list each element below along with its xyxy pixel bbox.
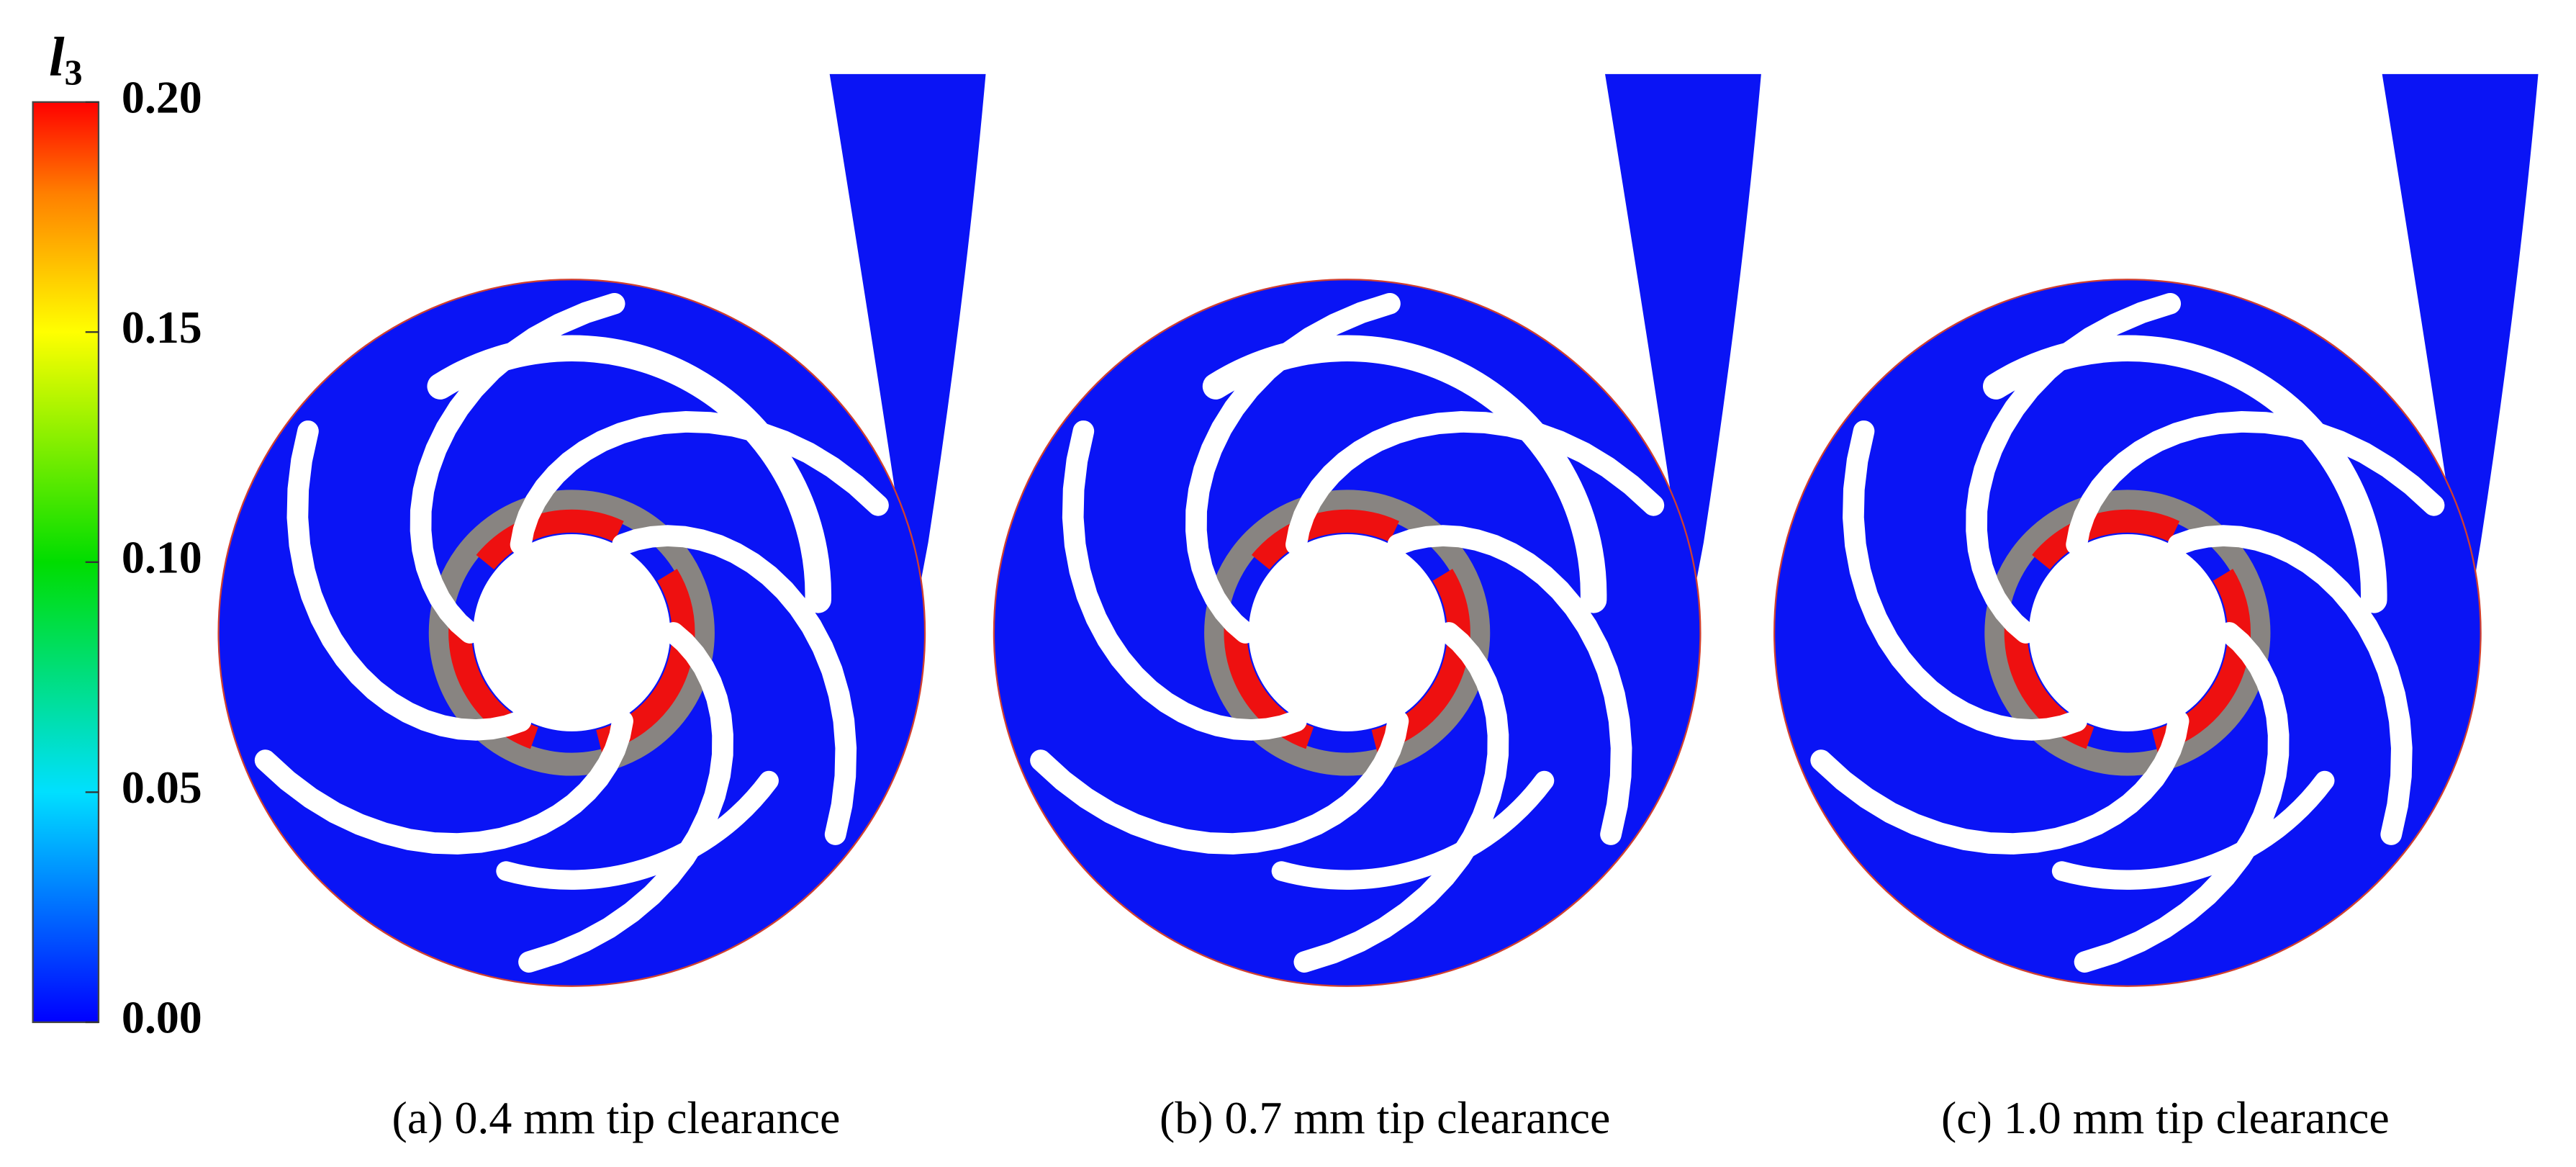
tick-label: 0.15: [122, 302, 202, 353]
tick-label: 0.20: [122, 71, 202, 122]
impeller-blade: [1285, 411, 1665, 556]
volute-panel: [217, 73, 986, 987]
impeller-blade: [286, 420, 532, 741]
impeller-blade: [2074, 622, 2290, 973]
tick-label: 0.05: [122, 762, 202, 813]
impeller-blade: [1387, 525, 1632, 845]
panel-caption: (b) 0.7 mm tip clearance: [1160, 1092, 1610, 1143]
panel-caption: (a) 0.4 mm tip clearance: [392, 1092, 841, 1143]
impeller-blade: [410, 292, 625, 644]
hub-glow: [428, 490, 715, 776]
impeller-blade: [1810, 710, 2189, 855]
outlet-pipe: [1605, 73, 1761, 690]
colorbar-title-subscript: 3: [65, 52, 83, 92]
outlet-pipe: [2382, 73, 2539, 690]
impeller-blade: [612, 525, 857, 845]
volute-panel: [1773, 73, 2539, 987]
tick-label: 0.10: [122, 531, 202, 582]
volute-gap: [496, 770, 779, 890]
impeller-blade: [254, 710, 633, 855]
impeller-blade: [1293, 622, 1509, 973]
impeller-blade: [1062, 420, 1307, 741]
impeller-blade: [1843, 420, 2087, 741]
volute-gap: [2051, 770, 2335, 890]
volute-gap: [1271, 770, 1555, 890]
panel-caption: (c) 1.0 mm tip clearance: [1941, 1092, 2390, 1143]
colorbar-title: l3: [49, 26, 83, 92]
impeller-blade: [1030, 710, 1409, 855]
impeller-blade: [1966, 292, 2182, 644]
hub-glow: [1984, 490, 2271, 776]
impeller-blade: [1185, 292, 1401, 644]
volute-panel: [993, 73, 1761, 987]
outlet-pipe: [829, 73, 986, 690]
tick-label: 0.00: [122, 992, 202, 1043]
impeller-blade: [518, 622, 733, 973]
impeller-blade: [510, 411, 889, 556]
hub: [2028, 534, 2226, 731]
impeller-blade: [2066, 411, 2445, 556]
impeller-blade: [2167, 525, 2413, 845]
hub-glow: [1204, 490, 1491, 776]
hub: [473, 534, 671, 731]
colorbar-title-main: l: [49, 26, 65, 88]
hub: [1248, 534, 1446, 731]
